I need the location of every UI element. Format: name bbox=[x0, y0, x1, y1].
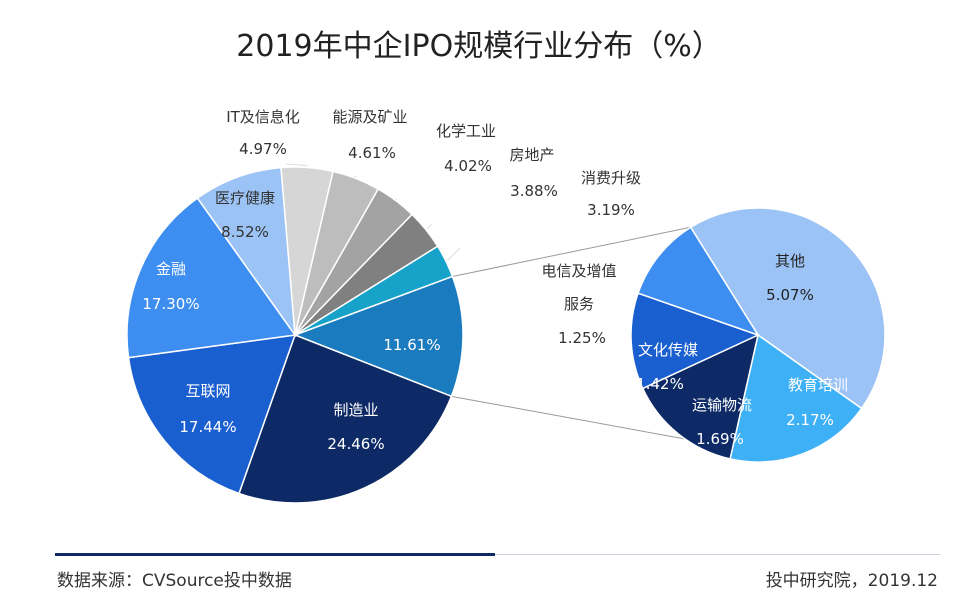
label-healthcare: 医疗健康 bbox=[215, 189, 275, 207]
main-slice-8 bbox=[126, 197, 297, 359]
sub-slice-0 bbox=[689, 207, 886, 410]
value-other-group: 11.61% bbox=[383, 336, 440, 354]
label-telecom-line1: 电信及增值 bbox=[541, 262, 616, 280]
value-chemical: 4.02% bbox=[444, 157, 492, 175]
label-media: 文化传媒 bbox=[638, 341, 698, 359]
sub-slice-1 bbox=[729, 333, 863, 463]
main-pie bbox=[126, 166, 464, 504]
label-realestate: 房地产 bbox=[509, 146, 554, 164]
label-other: 其他 bbox=[775, 252, 805, 270]
chart-title: 2019年中企IPO规模行业分布（%） bbox=[236, 29, 721, 64]
value-it: 4.97% bbox=[239, 140, 287, 158]
label-chemical: 化学工业 bbox=[436, 122, 496, 140]
main-slice-5 bbox=[292, 275, 464, 398]
sub-slice-3 bbox=[630, 292, 760, 390]
footer-divider-accent bbox=[55, 553, 495, 556]
label-manufacturing: 制造业 bbox=[333, 401, 378, 419]
sub-pie bbox=[630, 207, 886, 463]
sub-slice-2 bbox=[641, 333, 760, 460]
credit-note: 投中研究院，2019.12 bbox=[765, 571, 938, 591]
value-media: 1.42% bbox=[636, 375, 684, 393]
label-internet: 互联网 bbox=[185, 382, 230, 400]
leader-line-4 bbox=[447, 247, 461, 261]
value-manufacturing: 24.46% bbox=[327, 435, 384, 453]
value-finance: 17.30% bbox=[142, 295, 199, 313]
sub-slice-4 bbox=[637, 226, 760, 337]
label-energy: 能源及矿业 bbox=[332, 108, 407, 126]
main-slice-6 bbox=[238, 334, 453, 504]
connector-line-bottom bbox=[451, 395, 686, 440]
main-slice-7 bbox=[127, 334, 297, 495]
footer-divider bbox=[495, 554, 940, 555]
connector-line-top bbox=[452, 226, 691, 277]
leader-line-0 bbox=[285, 163, 308, 166]
slice-labels: IT及信息化 4.97% 能源及矿业 4.61% 化学工业 4.02% 房地产 3.88% 消费… bbox=[142, 108, 848, 453]
value-energy: 4.61% bbox=[348, 144, 396, 162]
label-finance: 金融 bbox=[156, 260, 186, 278]
value-other: 5.07% bbox=[766, 286, 814, 304]
label-consumer: 消费升级 bbox=[581, 169, 641, 187]
value-consumer: 3.19% bbox=[587, 201, 635, 219]
value-realestate: 3.88% bbox=[510, 182, 558, 200]
leader-line-3 bbox=[427, 223, 433, 229]
label-it: IT及信息化 bbox=[226, 108, 300, 126]
label-telecom-line2: 服务 bbox=[564, 295, 594, 313]
label-education: 教育培训 bbox=[788, 376, 848, 394]
value-internet: 17.44% bbox=[179, 418, 236, 436]
value-education: 2.17% bbox=[786, 411, 834, 429]
value-logistics: 1.69% bbox=[696, 430, 744, 448]
label-logistics: 运输物流 bbox=[692, 396, 752, 414]
main-slice-9 bbox=[196, 166, 296, 338]
source-note: 数据来源：CVSource投中数据 bbox=[57, 571, 292, 591]
value-telecom: 1.25% bbox=[558, 329, 606, 347]
value-healthcare: 8.52% bbox=[221, 223, 269, 241]
